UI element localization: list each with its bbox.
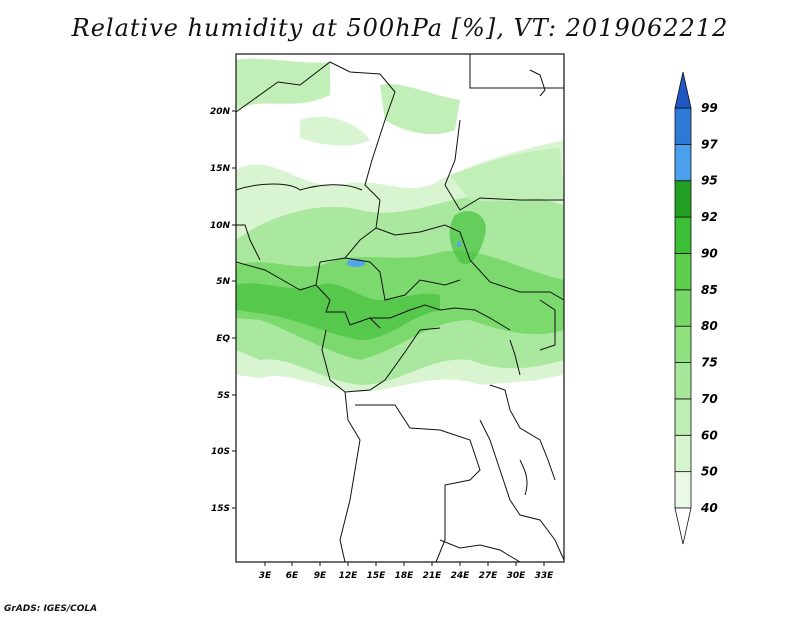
colorbar-segment [674, 471, 692, 509]
map-area [235, 53, 565, 563]
colorbar-segment [674, 289, 692, 327]
colorbar-label: 70 [701, 392, 718, 406]
colorbar-label: 75 [701, 356, 718, 370]
colorbar-segment [674, 107, 692, 145]
longitude-axis: 3E 6E 9E 12E 15E 18E 21E 24E 27E 30E 33E [259, 562, 554, 581]
lat-label: 20N [210, 107, 231, 117]
colorbar-label: 92 [701, 210, 718, 224]
colorbar-low-triangle [674, 507, 692, 545]
colorbar: 40 50 60 70 75 80 85 90 92 95 97 99 [674, 71, 718, 545]
colorbar-segment [674, 143, 692, 182]
lat-label: 15S [211, 504, 230, 514]
colorbar-segment [674, 398, 692, 436]
lon-label: 30E [507, 571, 527, 581]
colorbar-label: 40 [700, 501, 718, 515]
lon-label: 6E [286, 571, 299, 581]
colorbar-label: 80 [701, 319, 718, 333]
lon-label: 18E [395, 571, 415, 581]
lon-label: 21E [423, 571, 443, 581]
lat-label: 10S [211, 447, 230, 457]
colorbar-segment [674, 362, 692, 400]
map-title: Relative humidity at 500hPa [%], VT: 201… [71, 14, 729, 42]
colorbar-label: 90 [701, 246, 718, 260]
colorbar-segment [674, 325, 692, 363]
lon-label: 3E [259, 571, 272, 581]
lat-label: 5N [216, 277, 230, 287]
lon-label: 15E [367, 571, 387, 581]
colorbar-high-triangle [674, 71, 692, 109]
colorbar-label: 50 [701, 465, 718, 479]
lon-label: 12E [339, 571, 359, 581]
colorbar-label: 85 [701, 283, 718, 297]
colorbar-segment [674, 434, 692, 473]
colorbar-label: 60 [701, 428, 718, 442]
lon-label: 24E [451, 571, 471, 581]
latitude-axis: 20N 15N 10N 5N EQ 5S 10S 15S [210, 107, 236, 514]
country-borders [235, 54, 565, 563]
credit-label: GrADS: IGES/COLA [4, 604, 98, 614]
colorbar-label: 97 [701, 137, 718, 151]
lat-label: 5S [217, 391, 230, 401]
lat-label: 10N [210, 221, 231, 231]
map-frame [235, 53, 565, 563]
colorbar-segment [674, 253, 692, 291]
lon-label: 27E [479, 571, 499, 581]
colorbar-label: 95 [701, 174, 718, 188]
lon-label: 9E [314, 571, 327, 581]
colorbar-segment [674, 180, 692, 218]
lat-label: EQ [216, 334, 230, 344]
lon-label: 33E [535, 571, 555, 581]
lat-label: 15N [210, 164, 231, 174]
colorbar-label: 99 [701, 101, 718, 115]
humidity-field [236, 58, 564, 392]
colorbar-segment [674, 216, 692, 254]
